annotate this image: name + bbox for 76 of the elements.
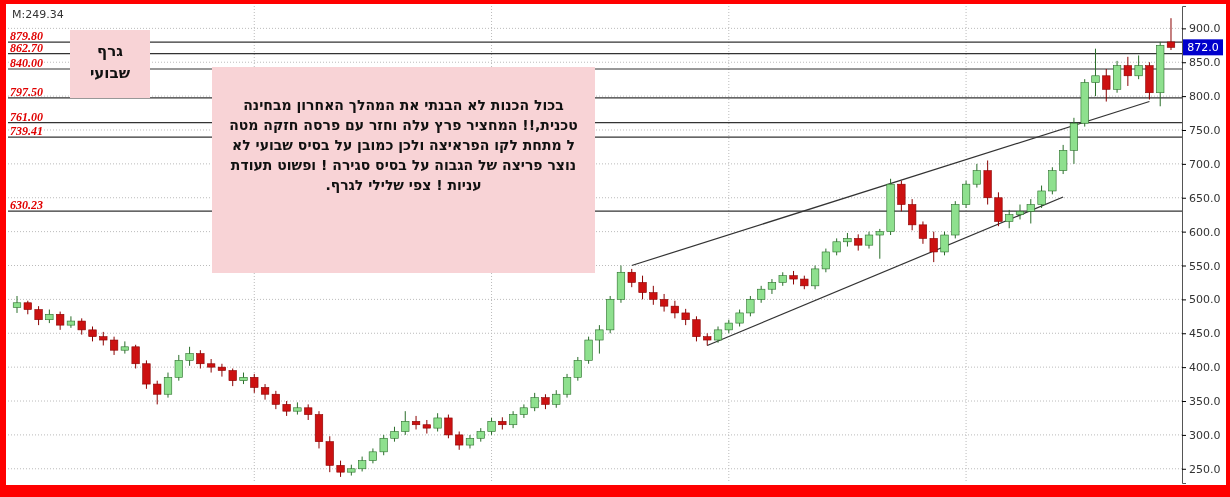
candlestick <box>1102 68 1111 103</box>
candlestick <box>131 344 140 369</box>
ref-line-label: 630.23 <box>10 198 43 213</box>
candlestick <box>627 268 636 288</box>
candlestick <box>746 295 755 317</box>
candlestick <box>897 180 906 212</box>
ref-line-label: 840.00 <box>10 56 43 71</box>
y-tick-label: 850.0 <box>1189 56 1221 70</box>
candlestick <box>1112 60 1122 94</box>
candlestick <box>196 349 205 369</box>
candlestick <box>918 220 928 245</box>
comment-box: בכול הכנות לא הבנתי את המהלך האחרון מבחינה טכנית,!! המחציר פרץ עלה וחזר עם פרסה חזקה מטה ל מתחת לקו הפראיצה ולכן כמובן על בסיס שבועי לא נוצר פריצה של הגבוה על בסיס סגירה ! ופשוט תעודת עניות ! צפי שלילי לגרף. <box>212 67 595 273</box>
candlestick <box>56 311 65 331</box>
candlestick <box>638 275 647 300</box>
candlestick <box>573 356 582 382</box>
candlestick <box>767 278 777 295</box>
label-box: גרף שבועי <box>70 30 150 98</box>
candlestick <box>260 383 270 401</box>
candlestick <box>271 390 280 410</box>
candlestick <box>1005 209 1014 229</box>
candlestick <box>1123 56 1132 87</box>
candlestick <box>110 336 119 356</box>
y-tick-label: 450.0 <box>1189 327 1221 341</box>
candlestick <box>411 415 421 430</box>
candlestick <box>1134 54 1143 80</box>
candlestick <box>401 410 410 436</box>
candlestick <box>174 354 183 382</box>
y-tick-label: 750.0 <box>1189 124 1221 138</box>
candlestick <box>1091 48 1100 97</box>
candlestick <box>455 431 464 451</box>
candlestick <box>649 285 658 306</box>
candlestick <box>584 336 593 365</box>
candlestick <box>185 346 194 367</box>
candlestick <box>142 359 151 390</box>
y-tick-label: 350.0 <box>1189 395 1221 409</box>
candlestick <box>1059 144 1068 175</box>
y-tick-label: 650.0 <box>1189 191 1221 205</box>
candlestick <box>120 340 129 355</box>
candlestick <box>12 295 22 314</box>
candlestick <box>433 412 442 433</box>
y-tick-label: 900.0 <box>1189 22 1221 36</box>
candlestick <box>908 198 917 231</box>
candlestick <box>994 191 1003 227</box>
annotation: 872.0 <box>1187 41 1219 55</box>
candlestick <box>940 231 949 256</box>
candlestick <box>1166 17 1176 51</box>
candlestick <box>163 372 173 399</box>
candlestick <box>1037 185 1046 209</box>
candlestick <box>595 324 604 355</box>
y-tick-label: 300.0 <box>1189 428 1221 442</box>
candlestick <box>562 373 572 399</box>
ref-line-label: 797.50 <box>10 84 43 99</box>
candlestick <box>250 373 259 394</box>
ref-line-label: 761.00 <box>10 109 43 124</box>
y-tick-label: 700.0 <box>1189 157 1221 171</box>
candlestick <box>1015 204 1025 220</box>
candlestick <box>34 305 43 326</box>
candlestick <box>875 228 884 260</box>
y-tick-label: 800.0 <box>1189 90 1221 104</box>
y-tick-label: 550.0 <box>1189 259 1221 273</box>
candlestick <box>1026 198 1035 224</box>
candlestick <box>929 231 938 263</box>
candlestick <box>379 434 388 456</box>
candlestick <box>153 380 162 405</box>
y-tick-label: 400.0 <box>1189 361 1221 375</box>
candlestick <box>1048 166 1057 195</box>
candlestick <box>66 315 76 329</box>
candlestick <box>444 414 453 439</box>
ref-line-label: 739.41 <box>10 124 43 139</box>
y-tick-label: 500.0 <box>1189 293 1221 307</box>
annotation: M:249.34 <box>12 8 64 21</box>
candlestick <box>530 392 539 412</box>
y-tick-label: 250.0 <box>1189 462 1221 476</box>
candlestick <box>325 435 334 473</box>
candlestick <box>692 315 701 342</box>
y-tick-label: 600.0 <box>1189 225 1221 239</box>
